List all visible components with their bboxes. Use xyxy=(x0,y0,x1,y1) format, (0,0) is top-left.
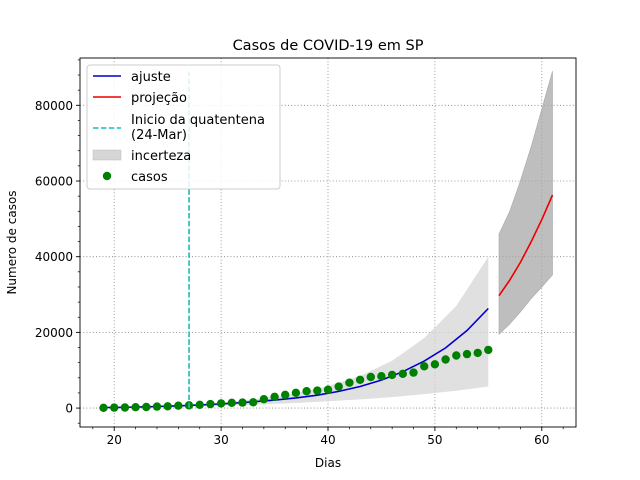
y-tick-label: 60000 xyxy=(35,175,73,189)
case-point xyxy=(334,382,343,391)
y-tick-label: 80000 xyxy=(35,99,73,113)
case-point xyxy=(259,395,269,404)
case-point xyxy=(227,398,236,407)
y-tick-label: 0 xyxy=(65,402,73,416)
case-point xyxy=(270,392,279,401)
case-point xyxy=(99,403,108,412)
case-point xyxy=(216,399,226,408)
case-point xyxy=(206,399,215,409)
x-tick-label: 50 xyxy=(427,433,442,447)
x-tick-label: 40 xyxy=(320,433,335,447)
case-point xyxy=(302,387,311,396)
case-point xyxy=(484,345,493,355)
case-point xyxy=(313,386,322,395)
plot-area: 20 30 40 50 60 0 20000 40000 60000 80000 xyxy=(35,57,577,447)
legend-label-line2: (24-Mar) xyxy=(131,128,187,143)
projection-uncertainty-band xyxy=(498,71,553,336)
case-point xyxy=(430,360,440,369)
x-tick-label: 60 xyxy=(534,433,549,447)
axis-ticks: 20 30 40 50 60 0 20000 40000 60000 80000 xyxy=(35,59,564,447)
legend-label: ajuste xyxy=(131,70,171,85)
case-point xyxy=(323,385,333,394)
case-point xyxy=(249,398,258,407)
case-point xyxy=(387,370,397,380)
case-point xyxy=(120,403,130,412)
y-axis-label: Numero de casos xyxy=(5,190,19,294)
legend-label: Inicio da quatentena xyxy=(131,113,265,128)
case-markers xyxy=(99,345,493,412)
y-tick-label: 20000 xyxy=(35,326,73,340)
case-point xyxy=(281,390,290,399)
legend-box xyxy=(86,64,281,190)
legend-handle-marker xyxy=(102,171,112,181)
fit-uncertainty-band xyxy=(103,256,489,408)
legend-label: incerteza xyxy=(131,149,191,164)
case-point xyxy=(131,403,140,412)
case-point xyxy=(110,403,119,412)
legend-label: projeção xyxy=(131,91,187,106)
x-tick-label: 30 xyxy=(213,433,228,447)
case-point xyxy=(462,349,472,359)
projection-line xyxy=(498,194,554,297)
uncertainty-bands xyxy=(103,71,553,408)
case-point xyxy=(420,362,429,371)
x-axis-label: Dias xyxy=(315,456,341,470)
case-point xyxy=(377,372,386,381)
case-point xyxy=(409,368,418,377)
legend-label: casos xyxy=(131,170,168,185)
legend: ajuste projeção Inicio da quatentena(24-Ma… xyxy=(86,64,281,190)
legend-handle-band xyxy=(92,149,122,161)
case-point xyxy=(195,400,204,409)
case-point xyxy=(142,402,151,412)
y-tick-label: 40000 xyxy=(35,250,73,264)
case-point xyxy=(291,388,301,397)
case-point xyxy=(398,369,407,378)
case-point xyxy=(174,401,183,410)
case-point xyxy=(366,372,375,382)
case-point xyxy=(452,351,461,360)
case-point xyxy=(152,402,162,411)
chart-title: Casos de COVID-19 em SP xyxy=(233,38,424,54)
case-point xyxy=(163,402,172,411)
x-tick-label: 20 xyxy=(107,433,122,447)
case-point xyxy=(238,398,247,407)
case-point xyxy=(441,355,450,364)
case-point xyxy=(345,378,354,387)
case-point xyxy=(473,348,482,358)
case-point xyxy=(355,375,365,384)
